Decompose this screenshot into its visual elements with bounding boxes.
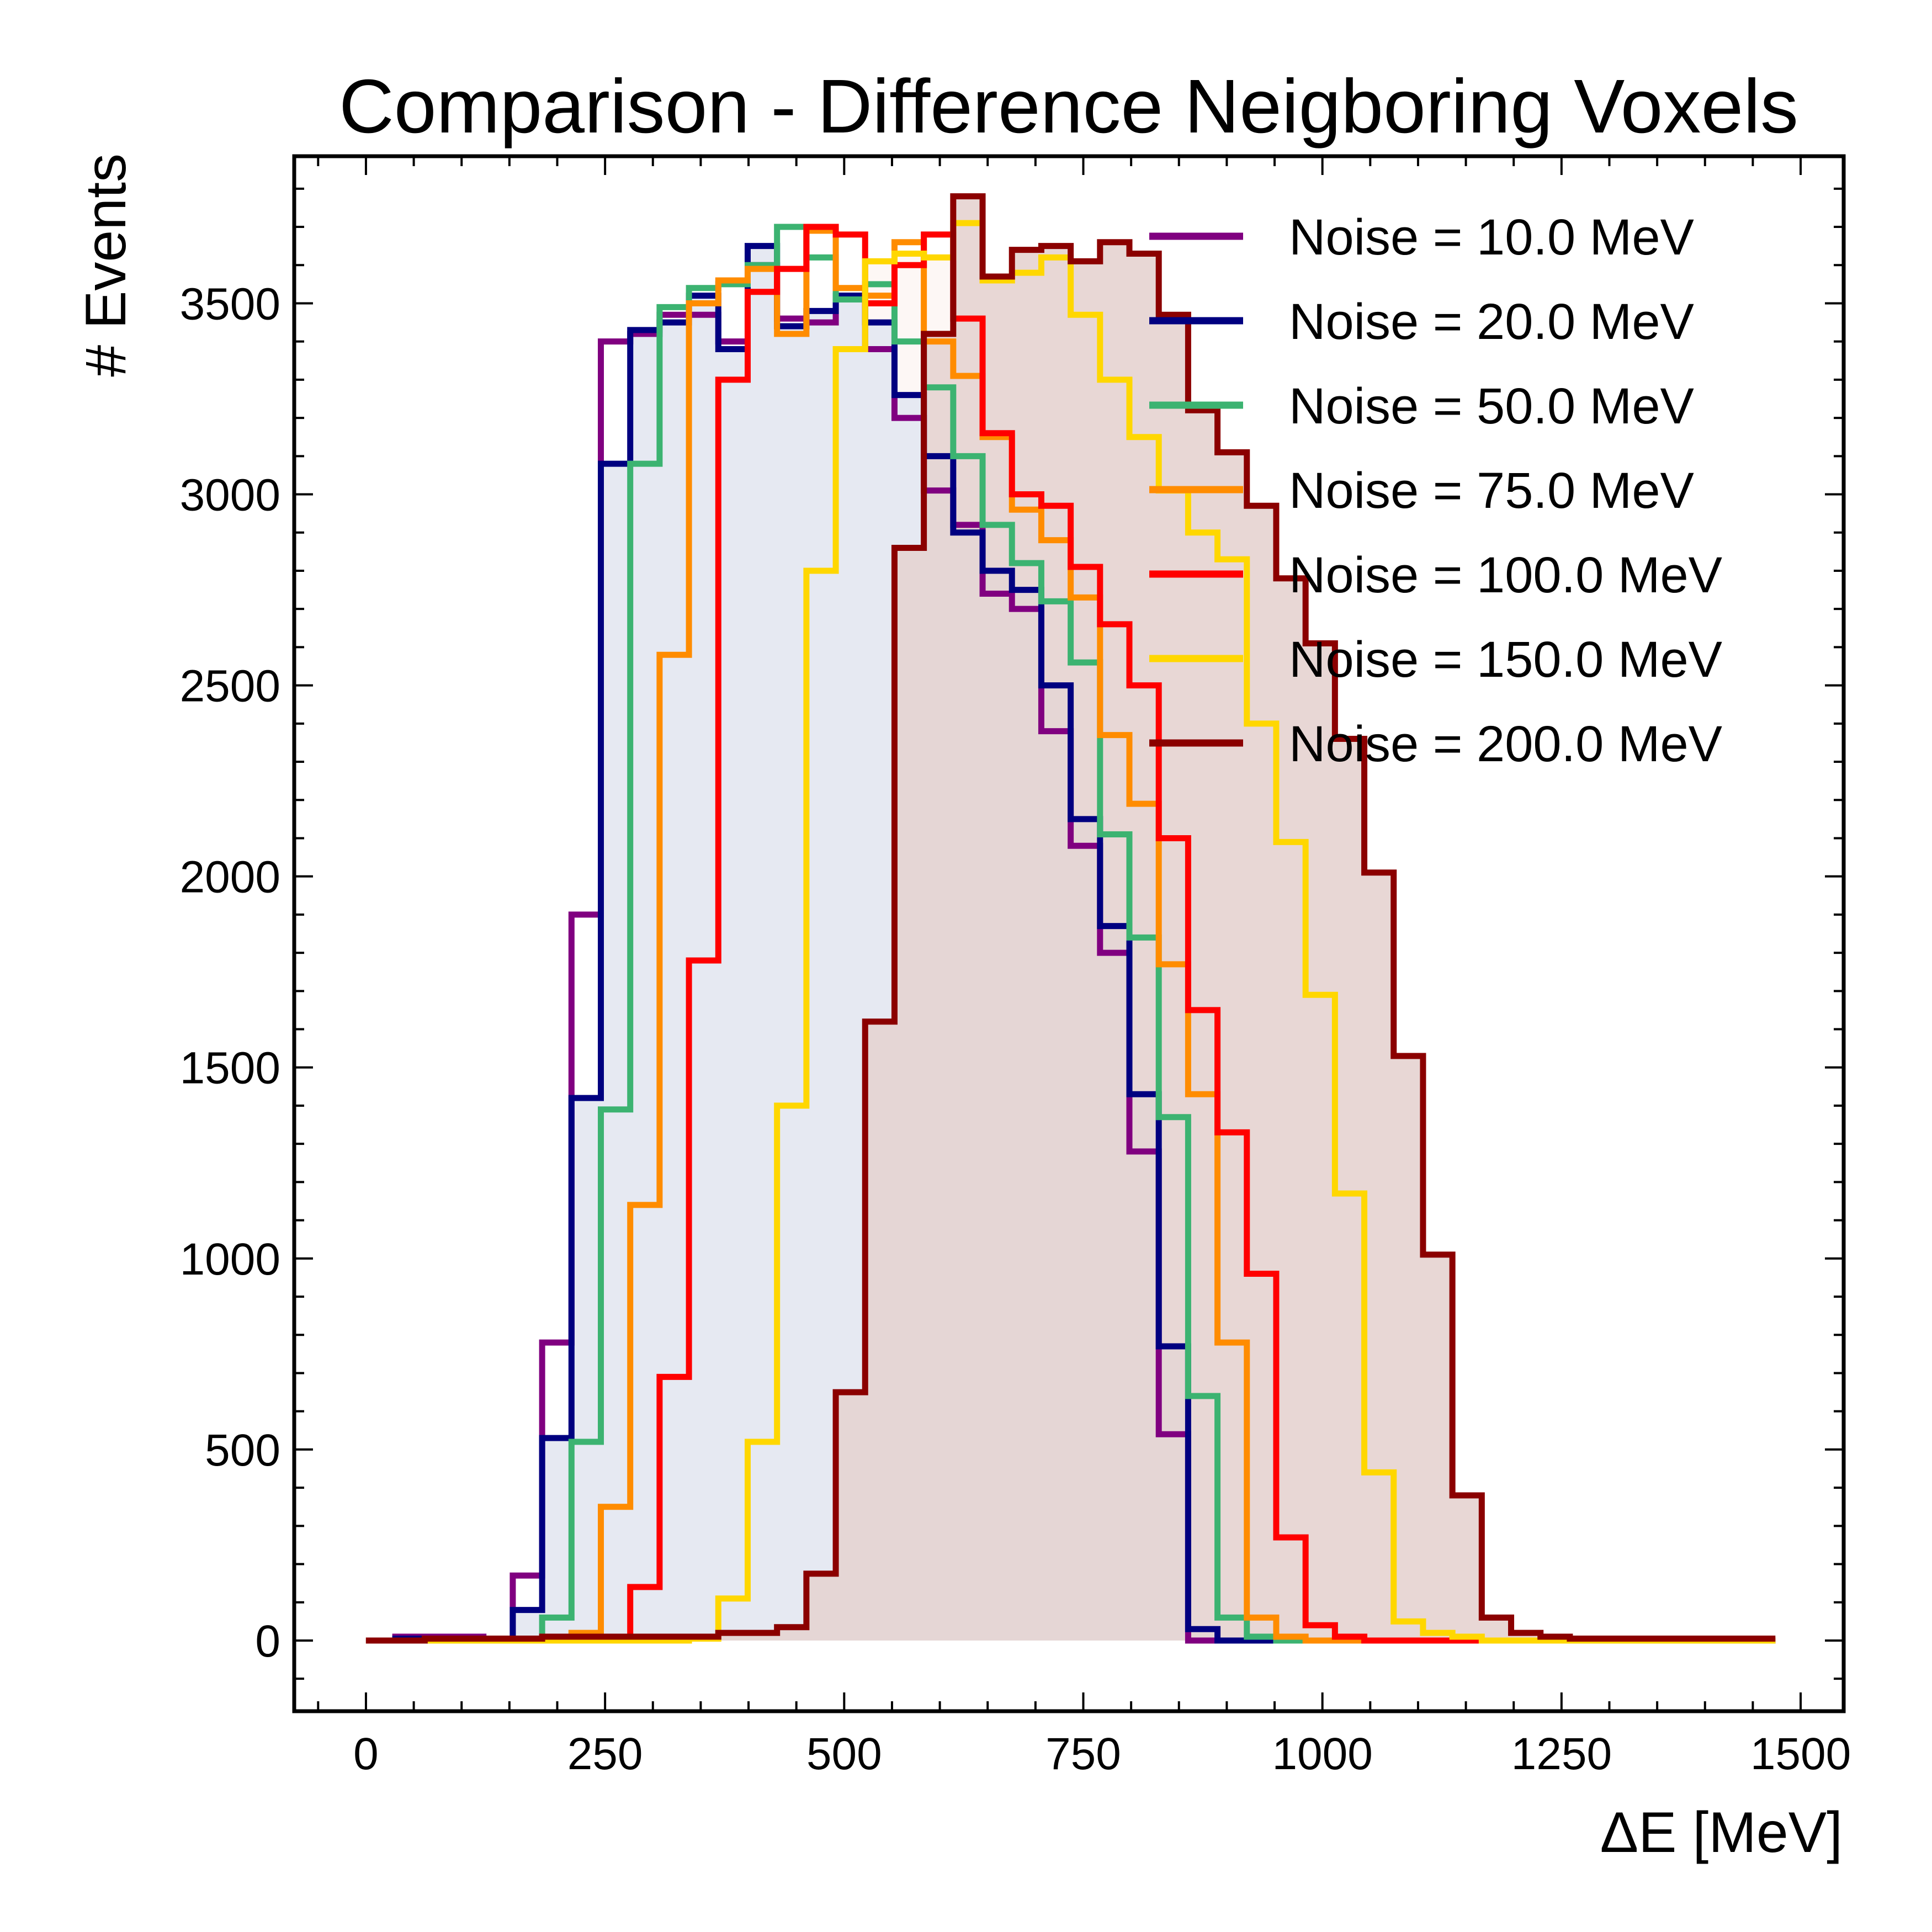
legend-label: Noise = 150.0 MeV (1289, 631, 1722, 688)
y-tick-label: 3500 (180, 279, 280, 329)
legend-label: Noise = 75.0 MeV (1289, 463, 1694, 519)
legend-label: Noise = 50.0 MeV (1289, 378, 1694, 434)
x-tick-labels: 0 250 500 750 1000 1250 1500 (353, 1729, 1851, 1779)
series-line-6 (365, 193, 1776, 1644)
y-tick-label: 1500 (180, 1043, 280, 1094)
plot-series (365, 193, 1776, 1644)
y-tick-label: 500 (205, 1425, 280, 1475)
legend-label: Noise = 100.0 MeV (1289, 547, 1722, 603)
fill-area-noise-200-front (365, 196, 1776, 1641)
x-tick-label: 1250 (1511, 1729, 1612, 1779)
chart-title: Comparison - Difference Neigboring Voxel… (339, 64, 1798, 149)
x-tick-label: 0 (353, 1729, 379, 1779)
legend-label: Noise = 20.0 MeV (1289, 294, 1694, 350)
legend: Noise = 10.0 MeV Noise = 20.0 MeV Noise = … (1149, 209, 1722, 772)
plot-frame (292, 154, 1846, 1713)
y-tick-label: 0 (255, 1616, 280, 1666)
x-tick-label: 1500 (1750, 1729, 1851, 1779)
x-axis-label: ΔE [MeV] (1600, 1801, 1843, 1865)
x-tick-label: 750 (1045, 1729, 1121, 1779)
y-tick-label: 3000 (180, 470, 280, 521)
legend-label: Noise = 200.0 MeV (1289, 716, 1722, 772)
x-tick-label: 1000 (1272, 1729, 1372, 1779)
x-tick-label: 500 (806, 1729, 882, 1779)
y-tick-label: 2000 (180, 852, 280, 903)
y-tick-labels: 0 500 1000 1500 2000 2500 3000 3500 (180, 279, 280, 1666)
x-tick-label: 250 (567, 1729, 643, 1779)
y-axis-label: # Events (74, 153, 138, 377)
series-line-4 (365, 224, 1776, 1644)
y-tick-label: 1000 (180, 1234, 280, 1285)
legend-label: Noise = 10.0 MeV (1289, 209, 1694, 266)
y-tick-label: 2500 (180, 661, 280, 712)
